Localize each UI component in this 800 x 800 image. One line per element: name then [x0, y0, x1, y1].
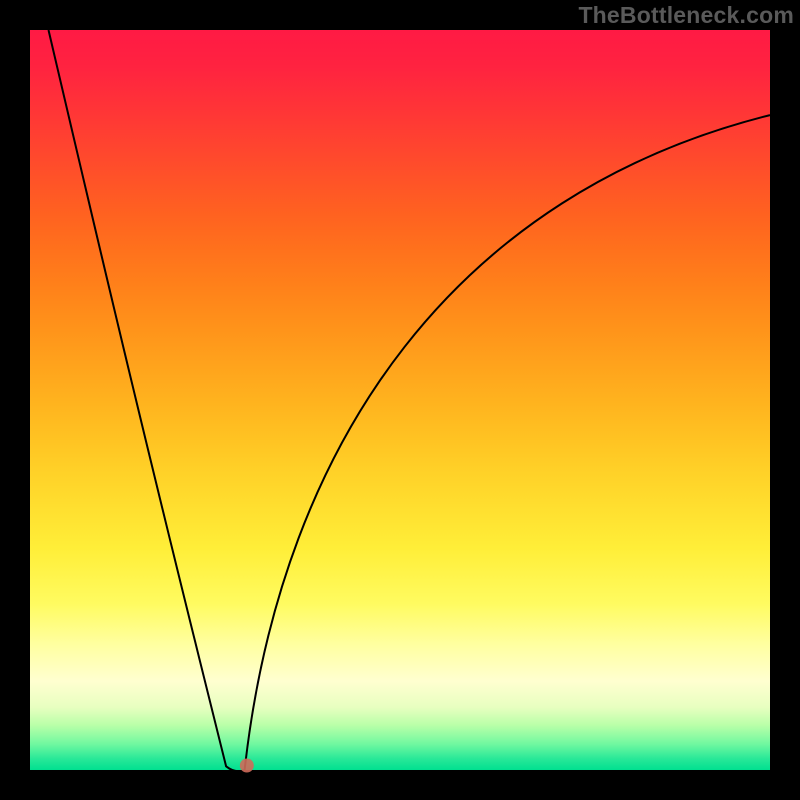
optimum-marker [240, 759, 254, 773]
bottleneck-chart [0, 0, 800, 800]
plot-background [30, 30, 770, 770]
watermark-text: TheBottleneck.com [578, 2, 794, 29]
